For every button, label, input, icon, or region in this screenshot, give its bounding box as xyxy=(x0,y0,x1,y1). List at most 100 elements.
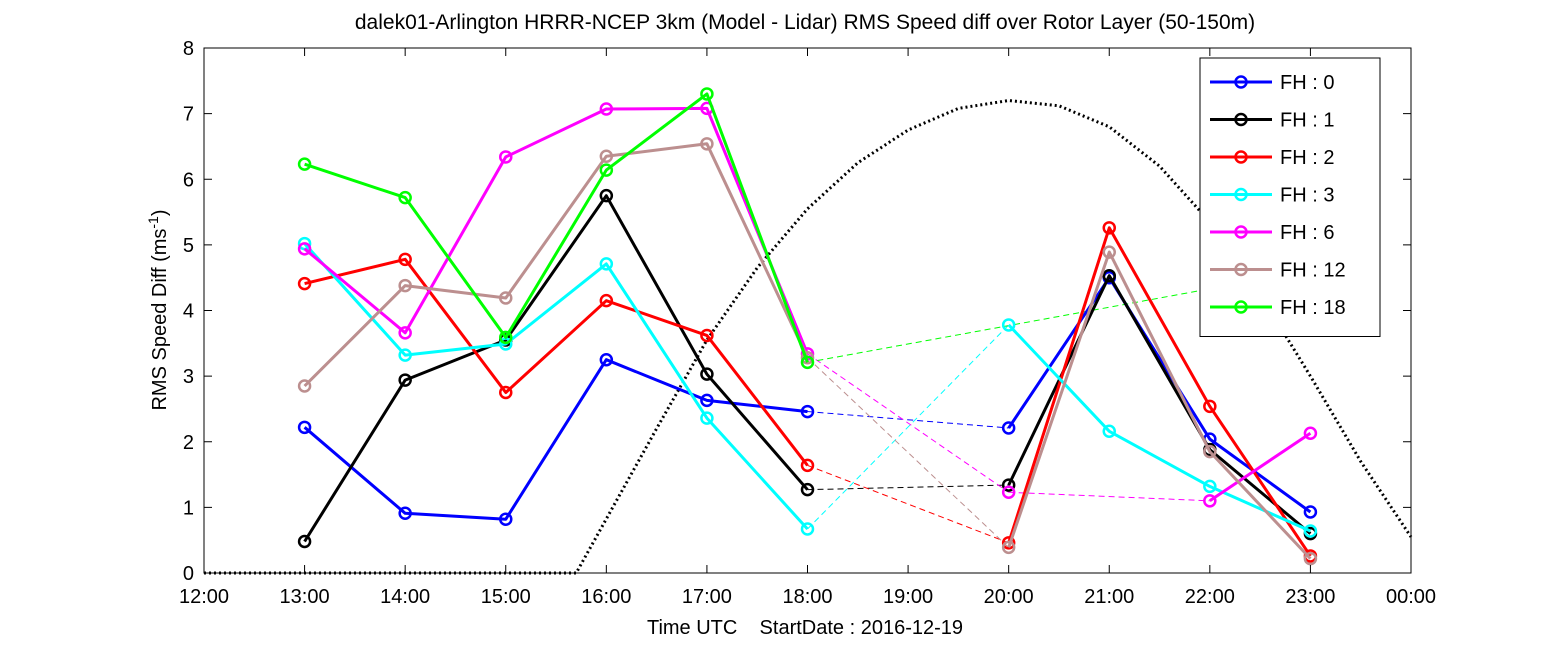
data-point xyxy=(599,188,614,203)
legend-label: FH : 12 xyxy=(1280,260,1346,282)
series-line xyxy=(303,358,808,521)
y-tick-label: 7 xyxy=(183,104,194,126)
series-line xyxy=(303,142,809,388)
series-fh-0 xyxy=(297,270,1318,526)
data-point xyxy=(800,404,815,419)
x-tick-label: 14:00 xyxy=(380,586,430,608)
tick-layer: 12:00 13:00 14:00 15:00 16:00 17:00 18:00 19:00… xyxy=(179,38,1436,608)
series-gap-connector xyxy=(807,353,1009,493)
legend-item: FH : 0 xyxy=(1210,72,1334,94)
data-point xyxy=(398,348,412,362)
legend-item: FH : 12 xyxy=(1210,260,1346,282)
series-fh-6 xyxy=(297,101,1318,508)
legend-label: FH : 0 xyxy=(1280,72,1334,94)
legend-swatch-marker xyxy=(1234,225,1248,239)
data-point xyxy=(297,157,312,171)
legend-label: FH : 3 xyxy=(1280,185,1334,207)
data-point xyxy=(297,242,312,256)
data-point xyxy=(297,534,312,549)
data-point xyxy=(499,330,513,345)
series-line xyxy=(304,257,809,467)
y-axis-label-main: RMS Speed Diff (ms xyxy=(149,229,171,411)
x-tick-label: 00:00 xyxy=(1386,586,1436,608)
legend-swatch-marker xyxy=(1234,300,1248,314)
legend-label: FH : 18 xyxy=(1280,297,1346,319)
data-point xyxy=(800,458,815,473)
data-point xyxy=(1001,536,1016,550)
data-point xyxy=(398,252,412,267)
series-gap-connector xyxy=(807,484,1009,491)
legend-box xyxy=(1199,57,1381,337)
y-tick-label: 3 xyxy=(183,366,194,388)
data-point xyxy=(499,291,513,305)
data-point xyxy=(1303,524,1318,538)
data-point xyxy=(700,411,714,425)
series-line xyxy=(1007,323,1312,533)
series-line xyxy=(303,194,809,543)
data-point xyxy=(499,385,513,400)
data-point xyxy=(800,522,815,536)
series-gap-connector xyxy=(1008,491,1210,502)
y-tick-label: 5 xyxy=(183,235,194,257)
x-tick-label: 15:00 xyxy=(481,586,531,608)
legend-item: FH : 18 xyxy=(1210,297,1346,319)
data-point xyxy=(398,326,412,340)
series-line xyxy=(1007,276,1312,514)
legend-swatch-marker xyxy=(1234,112,1248,127)
legend-item: FH : 6 xyxy=(1210,222,1334,244)
data-point xyxy=(700,393,714,408)
data-point xyxy=(1102,221,1116,235)
data-point xyxy=(700,367,714,381)
series-fh-3 xyxy=(297,236,1318,538)
data-point xyxy=(398,373,412,387)
series-layer xyxy=(297,87,1318,566)
data-point xyxy=(800,355,815,370)
x-tick-label: 19:00 xyxy=(883,586,933,608)
legend-item: FH : 1 xyxy=(1210,110,1334,132)
series-line xyxy=(303,106,809,355)
data-point xyxy=(499,512,513,526)
y-axis-label-close: ) xyxy=(149,209,171,216)
data-point xyxy=(1001,485,1016,500)
series-gap-connector xyxy=(807,357,1010,548)
legend-swatch-marker xyxy=(1234,262,1248,277)
data-point xyxy=(1203,479,1217,494)
data-point xyxy=(297,420,312,435)
legend-swatch-marker xyxy=(1234,75,1248,89)
series-line xyxy=(1007,226,1312,557)
data-point xyxy=(1203,399,1217,414)
data-point xyxy=(499,150,513,164)
legend-label: FH : 6 xyxy=(1280,222,1334,244)
series-gap-connector xyxy=(807,464,1009,544)
data-point xyxy=(1001,540,1016,555)
data-point xyxy=(599,149,614,164)
data-point xyxy=(1001,421,1016,435)
data-point xyxy=(599,163,614,177)
y-tick-label: 8 xyxy=(183,38,194,60)
data-point xyxy=(398,190,412,205)
x-tick-label: 18:00 xyxy=(782,586,832,608)
series-line xyxy=(1208,431,1312,503)
data-point xyxy=(297,276,312,291)
data-point xyxy=(800,482,815,497)
data-point xyxy=(599,257,614,271)
data-point xyxy=(700,87,714,101)
legend-swatch-marker xyxy=(1234,187,1248,202)
data-point xyxy=(398,506,412,521)
data-point xyxy=(700,328,714,343)
y-tick-label: 0 xyxy=(183,563,194,585)
x-tick-label: 20:00 xyxy=(984,586,1034,608)
x-tick-label: 13:00 xyxy=(280,586,330,608)
series-gap-connector xyxy=(807,324,1010,530)
data-point xyxy=(1203,444,1217,459)
data-point xyxy=(599,352,614,367)
x-tick-label: 16:00 xyxy=(581,586,631,608)
data-point xyxy=(1303,551,1318,566)
y-axis-label-superscript: -1 xyxy=(145,216,161,229)
data-point xyxy=(1303,505,1318,519)
series-line xyxy=(304,92,809,363)
legend-item: FH : 3 xyxy=(1210,185,1334,207)
data-point xyxy=(1303,426,1318,440)
x-tick-label: 22:00 xyxy=(1185,586,1235,608)
